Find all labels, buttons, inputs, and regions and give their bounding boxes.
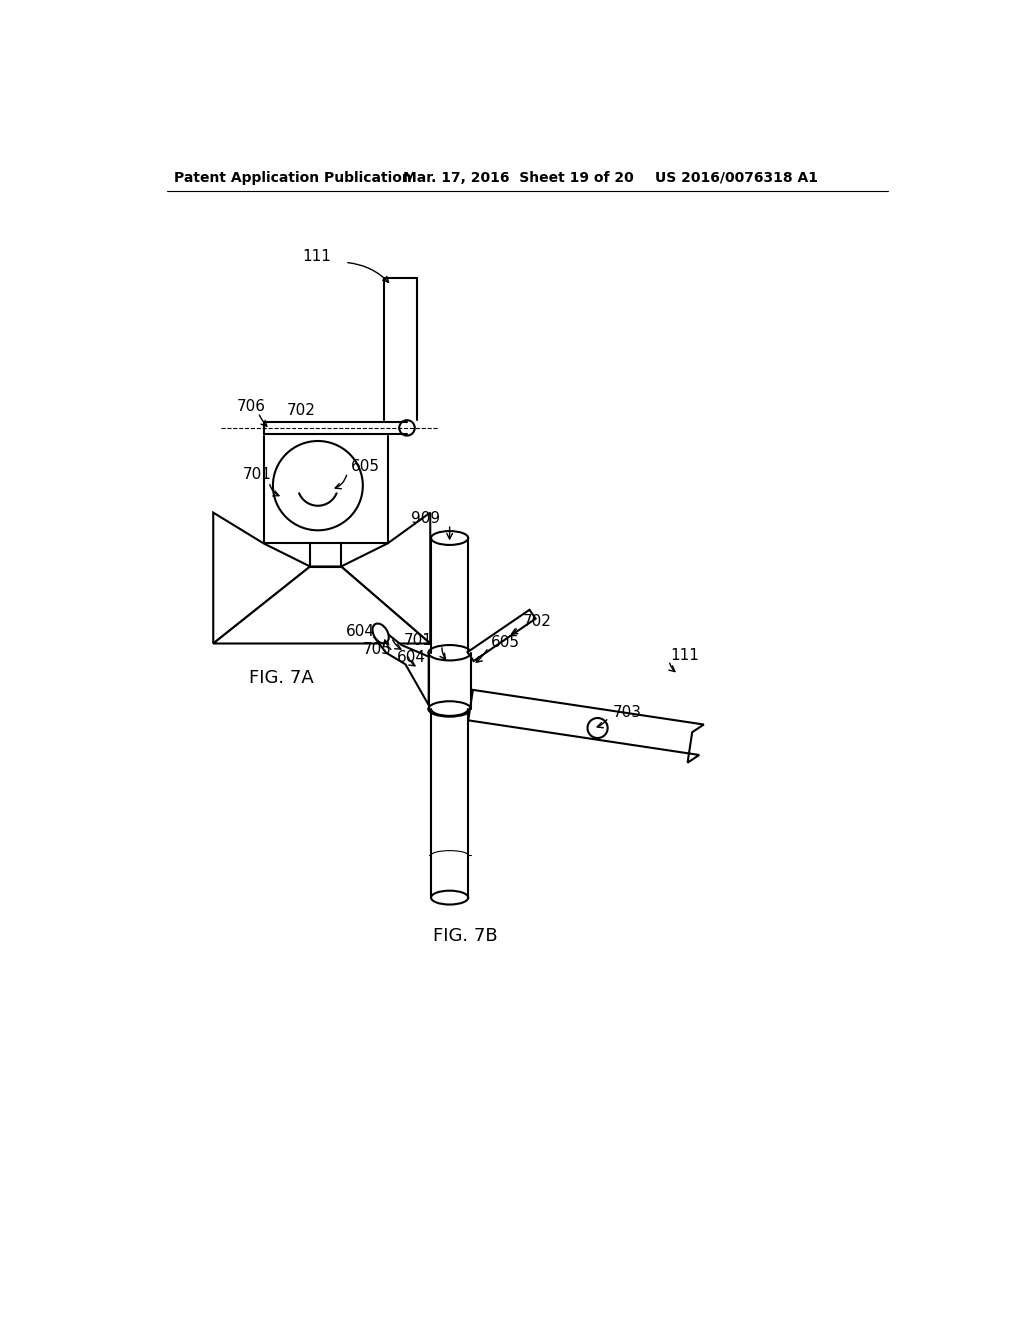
Text: 701: 701 xyxy=(403,632,432,648)
Text: 111: 111 xyxy=(671,648,699,663)
Polygon shape xyxy=(375,630,429,705)
Polygon shape xyxy=(213,512,310,644)
Ellipse shape xyxy=(428,701,471,717)
Text: 701: 701 xyxy=(243,466,271,482)
Ellipse shape xyxy=(431,531,468,545)
Ellipse shape xyxy=(431,891,468,904)
Circle shape xyxy=(399,420,415,436)
Text: 702: 702 xyxy=(287,404,315,418)
Ellipse shape xyxy=(373,623,389,643)
Text: 702: 702 xyxy=(523,614,552,630)
Circle shape xyxy=(273,441,362,531)
Text: 703: 703 xyxy=(612,705,641,721)
Polygon shape xyxy=(468,690,703,763)
Text: 909: 909 xyxy=(412,511,440,527)
Polygon shape xyxy=(213,566,430,644)
Text: 706: 706 xyxy=(237,399,265,414)
Ellipse shape xyxy=(428,645,471,660)
Text: Mar. 17, 2016  Sheet 19 of 20: Mar. 17, 2016 Sheet 19 of 20 xyxy=(403,170,634,185)
Text: 604: 604 xyxy=(345,623,375,639)
Circle shape xyxy=(588,718,607,738)
Text: 111: 111 xyxy=(302,248,331,264)
Polygon shape xyxy=(341,512,430,644)
Text: 605: 605 xyxy=(490,635,520,651)
Text: 705: 705 xyxy=(362,642,391,657)
Text: FIG. 7B: FIG. 7B xyxy=(433,927,498,945)
Text: 605: 605 xyxy=(350,459,380,474)
Text: FIG. 7A: FIG. 7A xyxy=(249,669,313,688)
Polygon shape xyxy=(468,610,536,661)
Text: US 2016/0076318 A1: US 2016/0076318 A1 xyxy=(655,170,818,185)
Text: 604: 604 xyxy=(397,649,426,665)
Text: Patent Application Publication: Patent Application Publication xyxy=(174,170,413,185)
